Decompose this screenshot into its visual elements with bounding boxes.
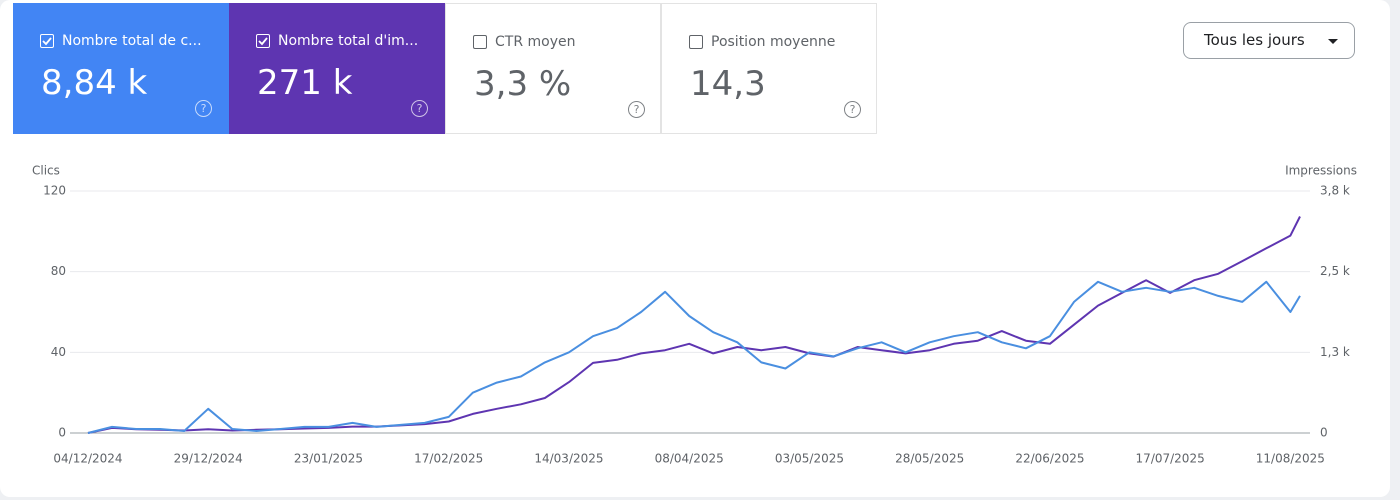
x-tick-label: 11/08/2025	[1256, 452, 1325, 466]
y-tick-label: 120	[43, 184, 66, 198]
y-tick-label: 0	[58, 426, 66, 440]
y2-axis-title: Impressions	[1285, 164, 1357, 178]
checkbox[interactable]	[256, 34, 270, 48]
y2-tick-label: 0	[1320, 426, 1328, 440]
metric-value: 8,84 k	[41, 63, 148, 103]
metric-label-text: Position moyenne	[711, 34, 836, 50]
metric-card[interactable]: Nombre total de c... 8,84 k?	[13, 3, 229, 134]
checkbox[interactable]	[689, 35, 703, 49]
x-tick-label: 04/12/2024	[53, 452, 122, 466]
y-axis-title: Clics	[32, 164, 60, 178]
y2-tick-label: 3,8 k	[1320, 184, 1350, 198]
metric-label: Nombre total d'im...	[256, 33, 418, 49]
help-icon[interactable]: ?	[844, 101, 861, 118]
check	[42, 37, 52, 46]
metric-card[interactable]: CTR moyen 3,3 %?	[445, 3, 661, 134]
checkbox[interactable]	[473, 35, 487, 49]
check	[258, 37, 268, 46]
x-tick-label: 17/02/2025	[414, 452, 483, 466]
data-line	[87, 280, 1301, 434]
x-tick-label: 23/01/2025	[294, 452, 363, 466]
metric-value: 3,3 %	[474, 64, 572, 104]
x-tick-label: 14/03/2025	[534, 452, 603, 466]
metric-label-text: Nombre total d'im...	[278, 33, 419, 49]
metric-card[interactable]: Nombre total d'im... 271 k?	[229, 3, 445, 134]
y2-tick-label: 1,3 k	[1320, 345, 1350, 359]
x-tick-label: 17/07/2025	[1136, 452, 1205, 466]
data-line	[87, 216, 1301, 434]
help-icon[interactable]: ?	[411, 100, 428, 117]
checkbox[interactable]	[40, 34, 54, 48]
y-tick-label: 40	[51, 345, 66, 359]
x-tick-label: 28/05/2025	[895, 452, 964, 466]
date-dropdown[interactable]: Tous les jours	[1183, 22, 1355, 59]
metric-label: Nombre total de c...	[40, 33, 202, 49]
metric-label-text: CTR moyen	[495, 34, 576, 50]
x-tick-label: 08/04/2025	[655, 452, 724, 466]
help-icon[interactable]: ?	[195, 100, 212, 117]
metric-value: 14,3	[690, 64, 766, 104]
y-tick-label: 80	[51, 264, 66, 278]
x-tick-label: 03/05/2025	[775, 452, 844, 466]
metric-label-text: Nombre total de c...	[62, 33, 202, 49]
metric-card[interactable]: Position moyenne 14,3?	[661, 3, 877, 134]
metric-value: 271 k	[257, 63, 353, 103]
x-tick-label: 29/12/2024	[174, 452, 243, 466]
y2-tick-label: 2,5 k	[1320, 264, 1350, 278]
help-icon[interactable]: ?	[628, 101, 645, 118]
metric-label: CTR moyen	[473, 34, 575, 50]
x-tick-label: 22/06/2025	[1015, 452, 1084, 466]
metric-label: Position moyenne	[689, 34, 835, 50]
